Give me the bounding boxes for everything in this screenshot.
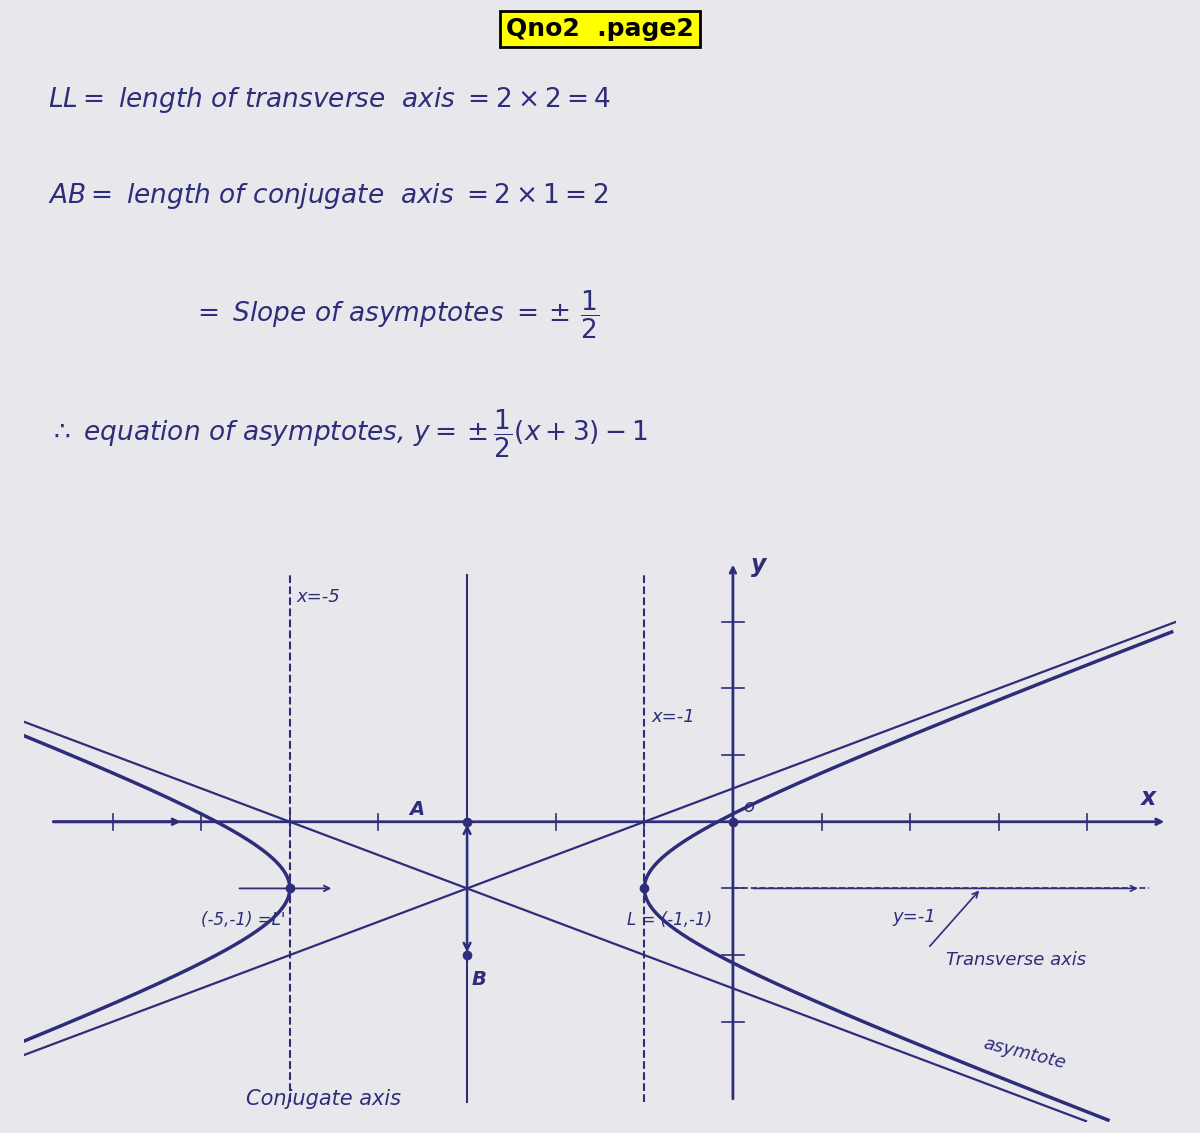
Text: $=$ Slope of asymptotes $= \pm\,\dfrac{1}{2}$: $=$ Slope of asymptotes $= \pm\,\dfrac{1… [192,289,599,341]
Text: x: x [1140,786,1156,810]
Text: (-5,-1) =L': (-5,-1) =L' [202,911,286,929]
Text: x=-1: x=-1 [652,708,695,726]
Text: B: B [472,970,486,989]
Text: A: A [409,800,425,819]
Text: Transverse axis: Transverse axis [946,951,1086,969]
Text: y=-1: y=-1 [893,908,936,926]
Text: o: o [744,798,755,816]
Text: $AB =$ length of conjugate  axis $= 2\times1 = 2$: $AB =$ length of conjugate axis $= 2\tim… [48,181,608,211]
Text: L = (-1,-1): L = (-1,-1) [626,911,712,929]
Text: asymtote: asymtote [982,1034,1068,1072]
Text: x=-5: x=-5 [296,588,341,606]
Text: Qno2  .page2: Qno2 .page2 [506,17,694,41]
Text: Conjugate axis: Conjugate axis [246,1089,401,1109]
Text: $LL=$ length of transverse  axis $= 2\times2 = 4$: $LL=$ length of transverse axis $= 2\tim… [48,85,611,114]
Text: y: y [751,553,766,577]
Text: $\therefore$ equation of asymptotes, $y = \pm\dfrac{1}{2}(x+3)-1$: $\therefore$ equation of asymptotes, $y … [48,408,648,460]
